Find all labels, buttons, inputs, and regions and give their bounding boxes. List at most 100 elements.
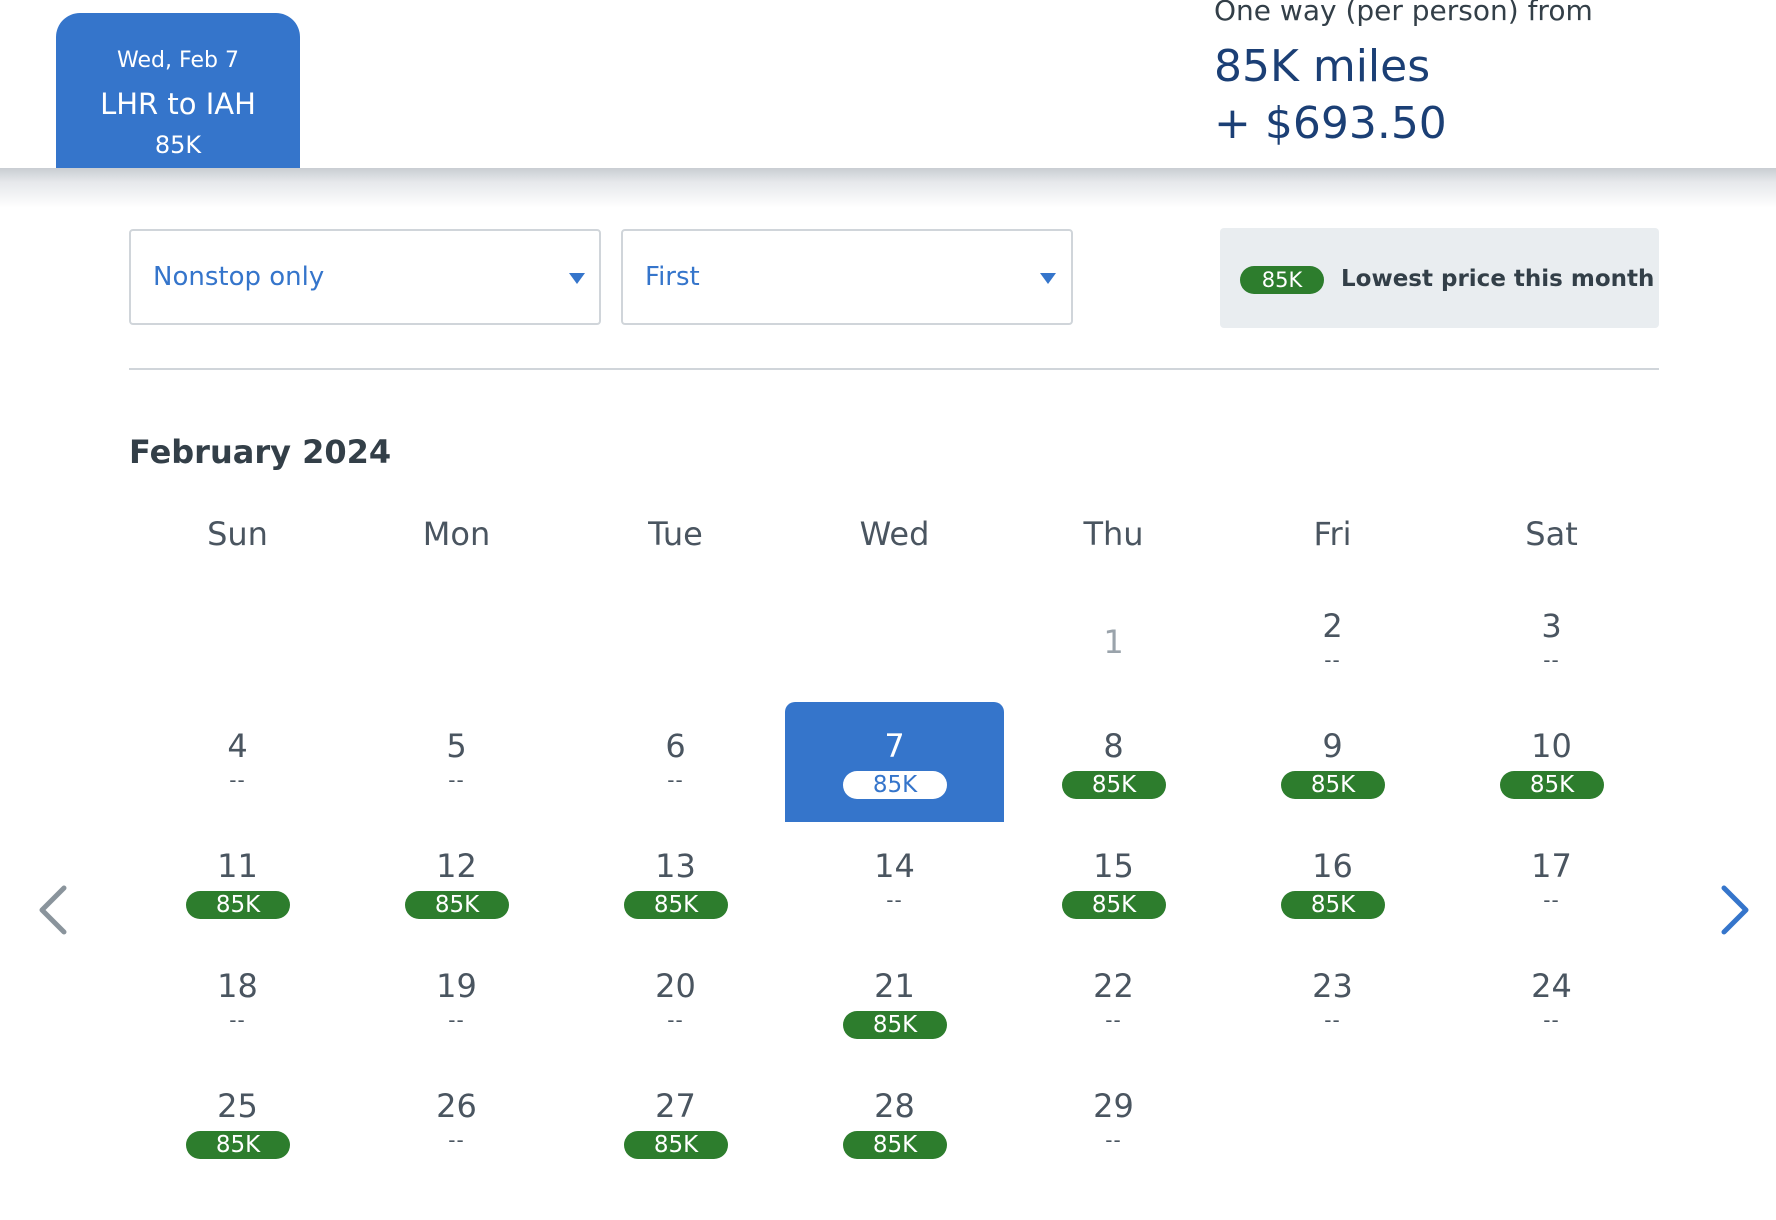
day-cell[interactable]: 24 -- [1442, 942, 1661, 1062]
price-badge: 85K [1062, 891, 1166, 919]
cabin-select-value: First [645, 262, 700, 292]
day-number: 11 [217, 847, 258, 885]
day-number: 20 [655, 967, 696, 1005]
day-number: 27 [655, 1087, 696, 1125]
day-number: 19 [436, 967, 477, 1005]
month-title: February 2024 [129, 433, 392, 471]
day-cell[interactable]: 5 -- [347, 702, 566, 822]
stops-select-value: Nonstop only [153, 262, 325, 292]
day-cell[interactable]: 16 85K [1223, 822, 1442, 942]
no-price-text: -- [1543, 1008, 1560, 1032]
day-number: 17 [1531, 847, 1572, 885]
day-number: 6 [665, 727, 686, 765]
next-month-button[interactable] [1712, 884, 1756, 936]
day-number: 13 [655, 847, 696, 885]
no-price-text: -- [448, 1008, 465, 1032]
price-summary-miles: 85K miles [1214, 41, 1431, 92]
day-cell[interactable]: 17 -- [1442, 822, 1661, 942]
prev-month-button[interactable] [32, 884, 76, 936]
day-cell[interactable]: 11 85K [128, 822, 347, 942]
price-badge: 85K [1281, 771, 1385, 799]
header-shadow [0, 168, 1776, 208]
day-cell[interactable]: 2 -- [1223, 582, 1442, 702]
day-number: 28 [874, 1087, 915, 1125]
chevron-left-icon [39, 885, 67, 935]
day-cell[interactable]: 25 85K [128, 1062, 347, 1182]
no-price-text: -- [229, 768, 246, 792]
day-cell[interactable]: 9 85K [1223, 702, 1442, 822]
day-cell[interactable]: 10 85K [1442, 702, 1661, 822]
no-price-text: -- [667, 1008, 684, 1032]
day-cell: 1 [1004, 582, 1223, 702]
no-price-text: -- [448, 1128, 465, 1152]
day-number: 22 [1093, 967, 1134, 1005]
price-badge: 85K [1500, 771, 1604, 799]
no-price-text: -- [1105, 1128, 1122, 1152]
tab-date: Wed, Feb 7 [117, 48, 239, 73]
price-badge: 85K [624, 1131, 728, 1159]
day-number: 5 [446, 727, 467, 765]
day-cell-selected[interactable]: 7 85K [785, 702, 1004, 822]
weekday-label: Sat [1525, 515, 1578, 553]
day-cell[interactable]: 8 85K [1004, 702, 1223, 822]
price-badge: 85K [1281, 891, 1385, 919]
day-cell[interactable]: 6 -- [566, 702, 785, 822]
day-cell[interactable]: 4 -- [128, 702, 347, 822]
day-number: 8 [1103, 727, 1124, 765]
day-cell[interactable]: 3 -- [1442, 582, 1661, 702]
day-number: 7 [884, 727, 905, 765]
no-price-text: -- [229, 1008, 246, 1032]
price-badge: 85K [1062, 771, 1166, 799]
weekday-label: Mon [422, 515, 491, 553]
day-cell[interactable]: 19 -- [347, 942, 566, 1062]
day-number: 24 [1531, 967, 1572, 1005]
day-cell[interactable]: 20 -- [566, 942, 785, 1062]
day-cell[interactable]: 28 85K [785, 1062, 1004, 1182]
no-price-text: -- [1543, 648, 1560, 672]
day-number: 2 [1322, 607, 1343, 645]
no-price-text: -- [886, 888, 903, 912]
day-number: 26 [436, 1087, 477, 1125]
day-number: 29 [1093, 1087, 1134, 1125]
divider [129, 368, 1659, 370]
chevron-right-icon [1721, 885, 1749, 935]
day-number: 18 [217, 967, 258, 1005]
day-number: 25 [217, 1087, 258, 1125]
caret-down-icon [1040, 273, 1056, 284]
day-cell[interactable]: 14 -- [785, 822, 1004, 942]
day-cell[interactable]: 23 -- [1223, 942, 1442, 1062]
day-number: 14 [874, 847, 915, 885]
price-badge: 85K [186, 891, 290, 919]
day-cell[interactable]: 29 -- [1004, 1062, 1223, 1182]
price-badge: 85K [843, 771, 947, 799]
tab-route: LHR to IAH [100, 87, 256, 121]
day-number: 16 [1312, 847, 1353, 885]
legend-badge: 85K [1240, 266, 1324, 294]
tab-price: 85K [154, 131, 202, 159]
day-cell[interactable]: 27 85K [566, 1062, 785, 1182]
day-cell[interactable]: 22 -- [1004, 942, 1223, 1062]
day-number: 9 [1322, 727, 1343, 765]
weekday-label: Tue [648, 515, 703, 553]
day-cell[interactable]: 15 85K [1004, 822, 1223, 942]
stops-select[interactable]: Nonstop only [129, 229, 601, 325]
weekday-label: Fri [1313, 515, 1352, 553]
day-cell[interactable]: 13 85K [566, 822, 785, 942]
price-summary-cash: + $693.50 [1214, 98, 1447, 149]
day-number: 1 [1103, 623, 1124, 661]
day-cell[interactable]: 26 -- [347, 1062, 566, 1182]
day-number: 15 [1093, 847, 1134, 885]
no-price-text: -- [1543, 888, 1560, 912]
day-cell[interactable]: 18 -- [128, 942, 347, 1062]
no-price-text: -- [667, 768, 684, 792]
legend-text: Lowest price this month [1341, 266, 1655, 292]
cabin-select[interactable]: First [621, 229, 1073, 325]
day-cell[interactable]: 21 85K [785, 942, 1004, 1062]
day-number: 3 [1541, 607, 1562, 645]
price-badge: 85K [405, 891, 509, 919]
day-cell[interactable]: 12 85K [347, 822, 566, 942]
no-price-text: -- [1324, 1008, 1341, 1032]
selected-date-tab[interactable]: Wed, Feb 7 LHR to IAH 85K [56, 13, 300, 168]
caret-down-icon [569, 273, 585, 284]
weekday-label: Wed [859, 515, 930, 553]
